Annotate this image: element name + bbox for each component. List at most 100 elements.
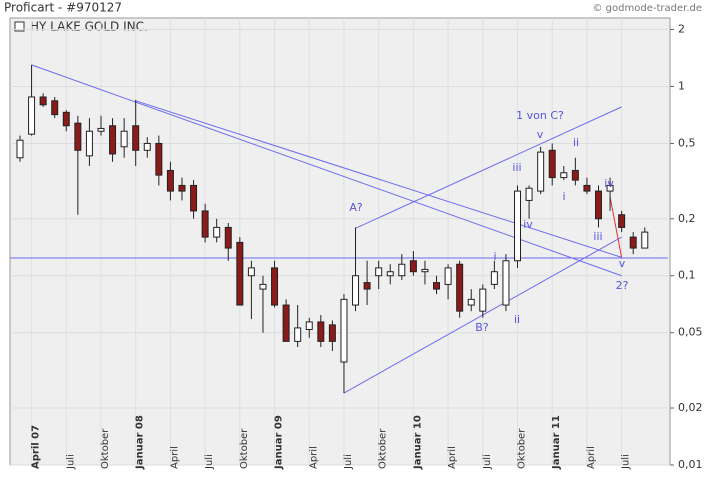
candle-body [340, 298, 348, 363]
candle-body [190, 184, 198, 212]
trend-line [135, 100, 622, 258]
annotation: iv [604, 177, 614, 190]
candle-body [132, 125, 140, 151]
candle-body [421, 268, 429, 273]
candle-body [317, 321, 325, 342]
trend-line [31, 64, 622, 277]
candle-body [62, 111, 70, 127]
chart-title: Proficart - #970127 [4, 1, 122, 15]
candle-body [294, 327, 302, 342]
x-tick-label: April 07 [31, 425, 42, 469]
candle-body [236, 241, 244, 306]
candle-body [595, 190, 602, 220]
candle-body [97, 127, 105, 132]
candle-body [271, 267, 279, 306]
x-tick-label: Juli [621, 454, 632, 470]
x-tick-label: Januar 08 [135, 415, 146, 470]
candle-body [641, 231, 649, 249]
candle-body [375, 267, 383, 277]
candle-body [514, 190, 522, 262]
candle-body [560, 172, 568, 179]
x-tick-label: Oktober [517, 428, 528, 469]
candle-body [548, 149, 556, 179]
candle-body [571, 169, 579, 181]
candle-body [155, 142, 163, 176]
candle-body [109, 125, 117, 155]
y-tick-label: 0,05 [678, 326, 703, 339]
x-tick-label: Juli [482, 454, 493, 470]
x-tick-label: Oktober [100, 428, 111, 469]
candle-body [629, 236, 637, 249]
x-tick-label: Januar 10 [412, 415, 423, 470]
y-tick-label: 1 [678, 79, 685, 92]
annotation: 2? [616, 279, 629, 292]
x-tick-label: April [586, 446, 597, 469]
legend-label: HY LAKE GOLD INC. [30, 20, 148, 34]
annotation: A? [349, 201, 363, 214]
candle-body [328, 324, 336, 342]
candle-body [618, 214, 626, 228]
annotation: iii [512, 161, 521, 174]
candle-body [85, 130, 93, 157]
x-tick-label: Oktober [378, 428, 389, 469]
candle-body [444, 267, 452, 285]
candle-body [502, 260, 510, 306]
y-tick-label: 0,1 [678, 269, 696, 282]
y-tick-label: 0,2 [678, 212, 696, 225]
annotation: iv [523, 218, 533, 231]
candle-body [51, 100, 59, 116]
candle-body [259, 283, 267, 290]
x-tick-label: Januar 09 [274, 415, 285, 470]
annotation: v [537, 128, 544, 141]
trend-line [355, 106, 622, 229]
x-tick-label: April [447, 446, 458, 469]
x-tick-label: Oktober [239, 428, 250, 469]
candle-body [363, 282, 371, 290]
candle-body [386, 271, 394, 277]
candle-body [39, 96, 47, 106]
annotation: i [493, 250, 496, 263]
x-tick-label: April [308, 446, 319, 469]
candle-body [213, 226, 221, 238]
candle-body [525, 187, 533, 201]
x-tick-label: Juli [65, 454, 76, 470]
y-tick-label: 0,01 [678, 458, 703, 471]
candle-body [409, 260, 417, 273]
candle-body [16, 139, 24, 159]
annotation: 1 von C? [516, 109, 564, 122]
accent-line [609, 197, 623, 258]
candle-body [398, 263, 406, 277]
candle-body [479, 288, 487, 312]
annotation: ii [573, 136, 579, 149]
candle-body [74, 122, 82, 151]
candle-body [120, 130, 128, 148]
annotation: ii [514, 313, 520, 326]
x-tick-label: April [169, 446, 180, 469]
candle-body [433, 282, 441, 290]
legend-swatch [14, 21, 25, 32]
candle-body [467, 298, 475, 306]
candle-body [143, 142, 151, 151]
y-tick-label: 0,5 [678, 136, 696, 149]
candle-body [490, 271, 498, 285]
candle-body [305, 321, 313, 330]
candle-body [606, 184, 614, 192]
candle-body [28, 96, 36, 135]
candle-body [537, 151, 545, 192]
candle-body [224, 226, 232, 249]
candle-body [178, 184, 186, 192]
candle-body [247, 267, 255, 277]
annotation: B? [475, 321, 489, 334]
annotation: i [562, 190, 565, 203]
copyright: © godmode-trader.de [593, 3, 703, 14]
y-tick-label: 0,02 [678, 401, 703, 414]
plot-area [9, 17, 671, 466]
x-tick-label: Juli [343, 454, 354, 470]
candle-body [352, 275, 360, 306]
annotation: iii [593, 230, 602, 243]
candle-body [282, 304, 290, 342]
candle-body [201, 210, 209, 238]
x-tick-label: Juli [204, 454, 215, 470]
annotation: v [619, 257, 626, 270]
